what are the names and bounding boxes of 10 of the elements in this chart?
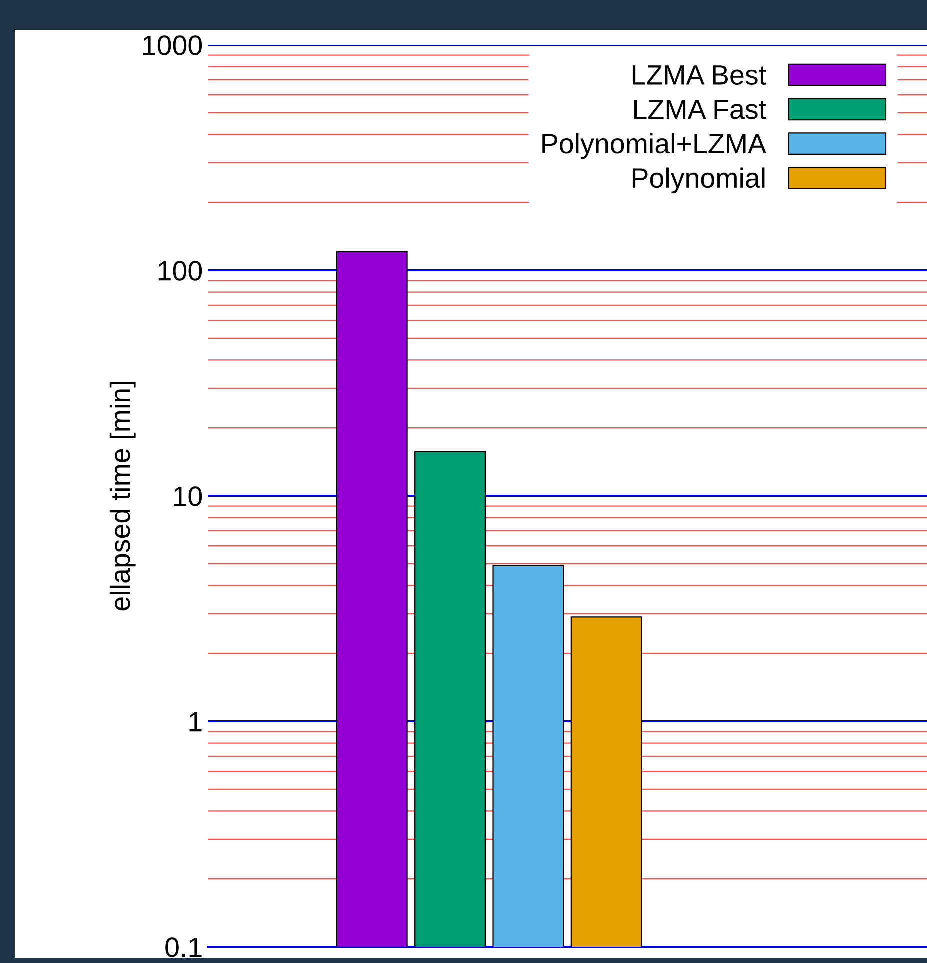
legend-label: Polynomial — [632, 168, 765, 194]
legend-label: LZMA Best — [632, 66, 766, 85]
legend-label: Polynomial+LZMA — [542, 133, 766, 160]
y-tick-label: 100 — [158, 261, 202, 281]
y-axis-title: ellapsed time [min] — [110, 382, 136, 611]
y-tick-label: 1 — [190, 712, 202, 732]
y-tick-label: 1000 — [143, 36, 202, 56]
y-tick-label: 10 — [174, 486, 202, 506]
y-tick-label: 0.1 — [166, 938, 202, 958]
legend-label: LZMA Fast — [634, 100, 766, 120]
